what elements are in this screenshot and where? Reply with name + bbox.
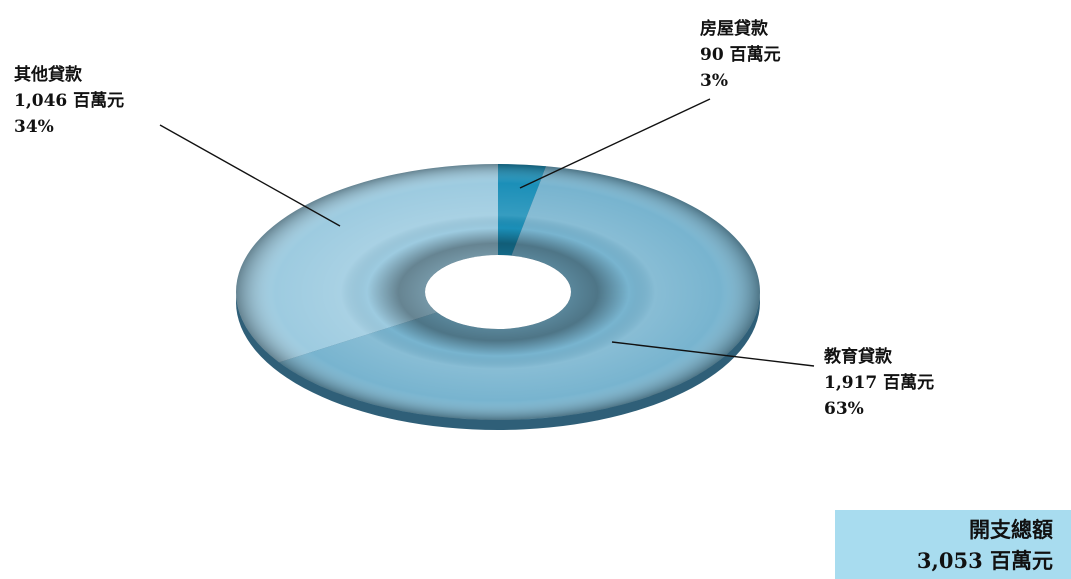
total-box: 開支總額 3,053 百萬元 (835, 510, 1071, 579)
leader-line-other (159, 124, 341, 227)
slice-percent: 3% (700, 71, 728, 91)
slice-label-other: 其他貸款 1,046 百萬元 34% (14, 62, 124, 140)
slice-percent: 34% (14, 117, 54, 137)
donut-hole (425, 255, 571, 329)
slice-amount: 90 百萬元 (700, 45, 781, 65)
leader-line-education (611, 341, 815, 367)
slice-amount: 1,917 百萬元 (824, 373, 935, 393)
slice-percent: 63% (824, 399, 864, 419)
slice-name: 其他貸款 (14, 65, 82, 85)
slice-label-education: 教育貸款 1,917 百萬元 63% (824, 344, 934, 422)
slice-name: 房屋貸款 (700, 19, 768, 39)
total-value: 3,053 百萬元 (916, 548, 1053, 573)
leader-line-housing (519, 98, 711, 189)
total-label: 開支總額 (969, 517, 1053, 542)
slice-label-housing: 房屋貸款 90 百萬元 3% (700, 16, 781, 94)
slice-amount: 1,046 百萬元 (14, 91, 125, 111)
slice-name: 教育貸款 (824, 347, 892, 367)
